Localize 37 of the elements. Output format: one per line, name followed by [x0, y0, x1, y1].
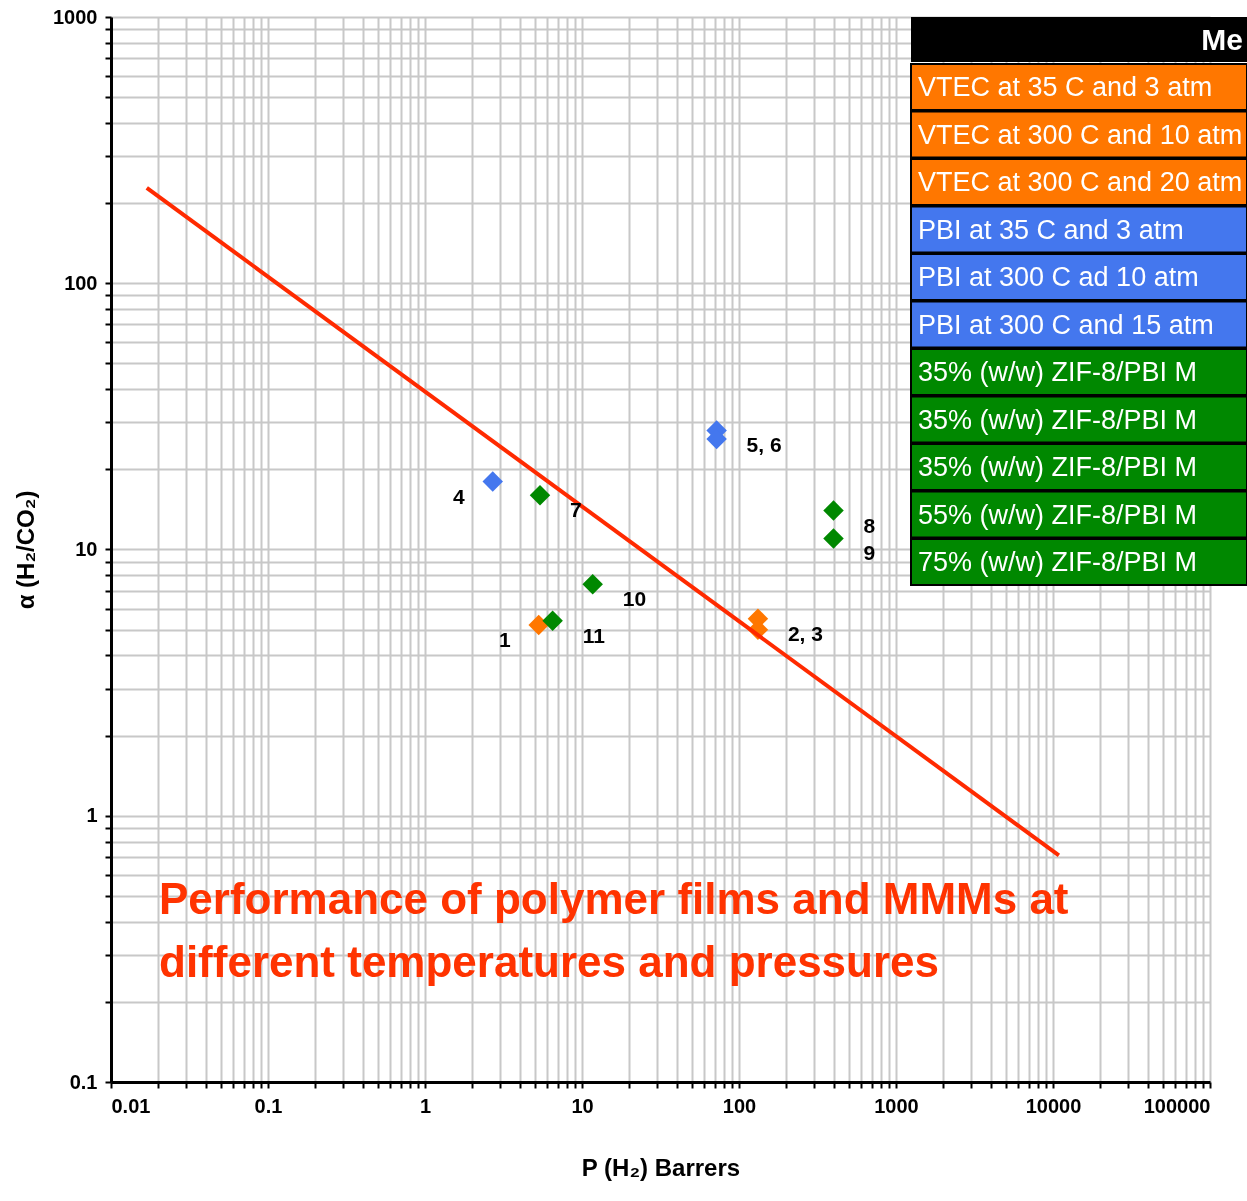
- text: Performance of polymer films and MMMs at different temperatures and pressures: [159, 874, 1069, 986]
- x-tick-label: 1: [419, 1094, 432, 1117]
- annotation: 8: [863, 513, 876, 537]
- x-tick-label: 0.1: [254, 1094, 283, 1117]
- annotation: 9: [863, 541, 876, 565]
- text: 35% (w/w) ZIF-8/PBI M: [918, 452, 1198, 482]
- y-tick-label: 100: [64, 271, 98, 294]
- annotation: 5, 6: [746, 433, 782, 457]
- text: VTEC at 35 C and 3 atm: [918, 72, 1213, 102]
- x-tick-label: 1000: [874, 1094, 919, 1117]
- text: 35% (w/w) ZIF-8/PBI M: [918, 404, 1198, 435]
- text: 55% (w/w) ZIF-8/PBI M: [918, 499, 1198, 530]
- text: PBI at 300 C and 15 atm: [918, 309, 1214, 340]
- text: PBI at 300 C ad 10 atm: [918, 262, 1199, 292]
- text: 35% (w/w) ZIF-8/PBI M: [918, 357, 1198, 387]
- y-tick-label: 0.1: [69, 1070, 98, 1093]
- x-tick-label: 10000: [1025, 1094, 1082, 1117]
- annotation: 11: [582, 623, 606, 647]
- x-axis-title: P (H₂) Barrers: [581, 1153, 741, 1181]
- annotation: 2, 3: [787, 621, 823, 645]
- annotation: 7: [569, 498, 582, 522]
- legend-title: Me: [1201, 23, 1243, 56]
- text: VTEC at 300 C and 20 atm: [918, 167, 1243, 197]
- annotation: 10: [622, 587, 647, 611]
- text: VTEC at 300 C and 10 atm: [918, 119, 1243, 150]
- annotation: 4: [453, 484, 466, 508]
- y-tick-label: 10: [75, 538, 98, 560]
- x-tick-label: 0.01: [111, 1094, 151, 1117]
- y-tick-label: 1: [86, 804, 98, 827]
- text: 75% (w/w) ZIF-8/PBI M: [918, 547, 1198, 577]
- y-axis-title: α (H₂/CO₂): [12, 490, 40, 610]
- annotation: 1: [499, 628, 512, 652]
- text: PBI at 35 C and 3 atm: [918, 214, 1184, 245]
- x-tick-label: 100: [722, 1094, 757, 1117]
- x-tick-label: 10: [571, 1094, 594, 1117]
- y-tick-label: 1000: [53, 5, 98, 28]
- x-tick-label: 100000: [1143, 1094, 1211, 1117]
